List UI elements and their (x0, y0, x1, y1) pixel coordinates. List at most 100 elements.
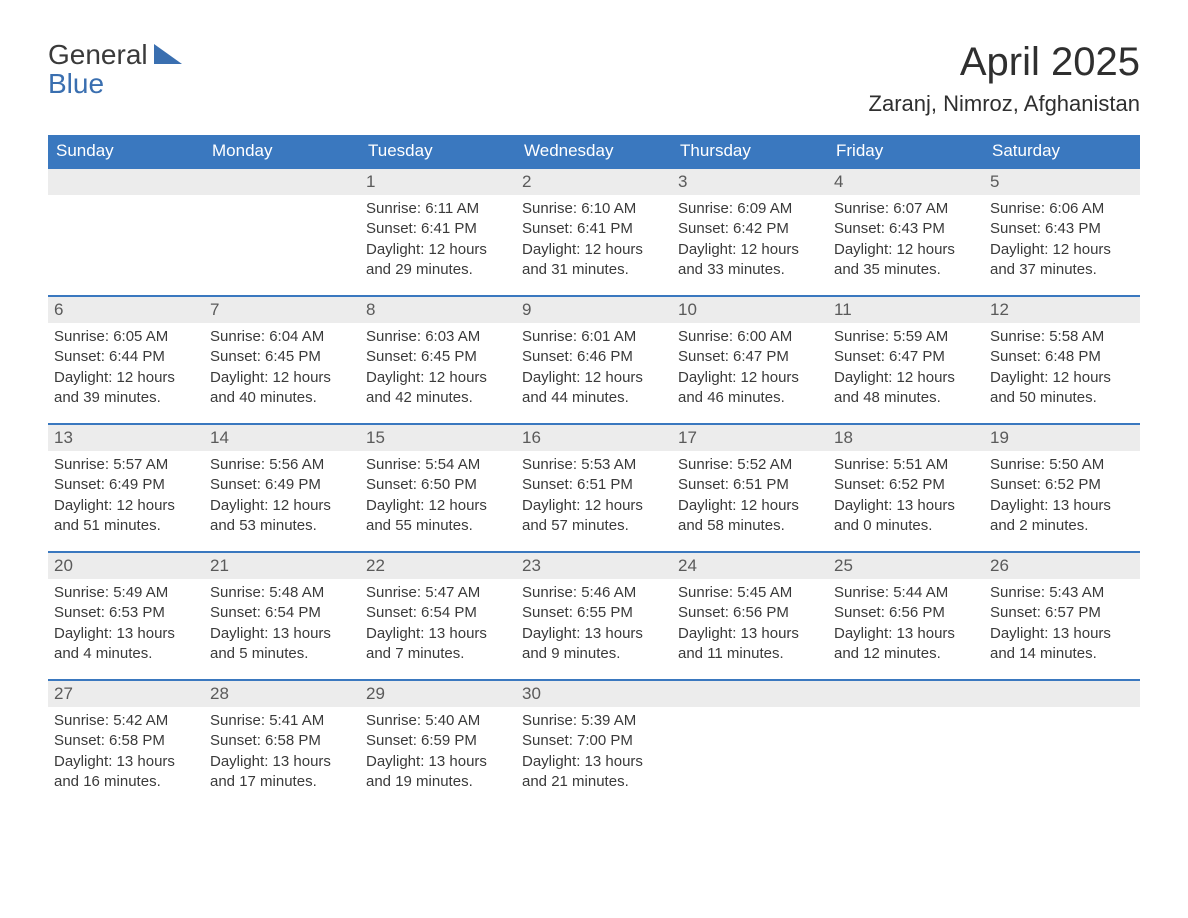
daylight-text: Daylight: 12 hours and 51 minutes. (54, 496, 198, 537)
daylight-text: Daylight: 12 hours and 53 minutes. (210, 496, 354, 537)
sunrise-text: Sunrise: 6:04 AM (210, 327, 354, 347)
day-body: Sunrise: 6:06 AMSunset: 6:43 PMDaylight:… (984, 199, 1140, 280)
day-cell: 10Sunrise: 6:00 AMSunset: 6:47 PMDayligh… (672, 297, 828, 415)
day-cell: 26Sunrise: 5:43 AMSunset: 6:57 PMDayligh… (984, 553, 1140, 671)
sunset-text: Sunset: 6:51 PM (522, 475, 666, 495)
week-row: 6 Sunrise: 6:05 AMSunset: 6:44 PMDaylight… (48, 295, 1140, 415)
daylight-text: Daylight: 12 hours and 39 minutes. (54, 368, 198, 409)
sunset-text: Sunset: 6:54 PM (366, 603, 510, 623)
day-body: Sunrise: 5:54 AMSunset: 6:50 PMDaylight:… (360, 455, 516, 536)
dow-cell: Wednesday (516, 135, 672, 167)
day-number: 13 (48, 425, 204, 451)
sunset-text: Sunset: 6:46 PM (522, 347, 666, 367)
day-number: 26 (984, 553, 1140, 579)
sunrise-text: Sunrise: 5:52 AM (678, 455, 822, 475)
day-body: Sunrise: 5:46 AMSunset: 6:55 PMDaylight:… (516, 583, 672, 664)
sunset-text: Sunset: 6:57 PM (990, 603, 1134, 623)
day-cell: 15 Sunrise: 5:54 AMSunset: 6:50 PMDayligh… (360, 425, 516, 543)
day-number: 6 (48, 297, 204, 323)
daylight-text: Daylight: 13 hours and 19 minutes. (366, 752, 510, 793)
day-number: 9 (516, 297, 672, 323)
day-body: Sunrise: 6:03 AMSunset: 6:45 PMDaylight:… (360, 327, 516, 408)
day-number (204, 169, 360, 195)
sunset-text: Sunset: 6:53 PM (54, 603, 198, 623)
sunrise-text: Sunrise: 5:47 AM (366, 583, 510, 603)
weeks-container: 1Sunrise: 6:11 AMSunset: 6:41 PMDaylight… (48, 167, 1140, 799)
sunrise-text: Sunrise: 5:54 AM (366, 455, 510, 475)
day-body: Sunrise: 5:56 AMSunset: 6:49 PMDaylight:… (204, 455, 360, 536)
sunset-text: Sunset: 6:52 PM (834, 475, 978, 495)
sunset-text: Sunset: 6:51 PM (678, 475, 822, 495)
sunset-text: Sunset: 6:56 PM (834, 603, 978, 623)
sunset-text: Sunset: 6:41 PM (522, 219, 666, 239)
day-body: Sunrise: 6:05 AMSunset: 6:44 PMDaylight:… (48, 327, 204, 408)
day-cell: 17Sunrise: 5:52 AMSunset: 6:51 PMDayligh… (672, 425, 828, 543)
day-body: Sunrise: 5:40 AMSunset: 6:59 PMDaylight:… (360, 711, 516, 792)
daylight-text: Daylight: 13 hours and 16 minutes. (54, 752, 198, 793)
calendar: SundayMondayTuesdayWednesdayThursdayFrid… (48, 135, 1140, 799)
dow-cell: Sunday (48, 135, 204, 167)
sunrise-text: Sunrise: 6:01 AM (522, 327, 666, 347)
day-body: Sunrise: 5:42 AMSunset: 6:58 PMDaylight:… (48, 711, 204, 792)
sunset-text: Sunset: 7:00 PM (522, 731, 666, 751)
day-cell: 8 Sunrise: 6:03 AMSunset: 6:45 PMDaylight… (360, 297, 516, 415)
sunset-text: Sunset: 6:49 PM (210, 475, 354, 495)
brand-word-2: Blue (48, 69, 182, 98)
day-number: 8 (360, 297, 516, 323)
day-number: 10 (672, 297, 828, 323)
daylight-text: Daylight: 12 hours and 46 minutes. (678, 368, 822, 409)
sunrise-text: Sunrise: 5:56 AM (210, 455, 354, 475)
day-number: 27 (48, 681, 204, 707)
sunrise-text: Sunrise: 5:48 AM (210, 583, 354, 603)
day-cell: 13 Sunrise: 5:57 AMSunset: 6:49 PMDayligh… (48, 425, 204, 543)
day-cell (672, 681, 828, 799)
daylight-text: Daylight: 12 hours and 35 minutes. (834, 240, 978, 281)
sunset-text: Sunset: 6:41 PM (366, 219, 510, 239)
sunrise-text: Sunrise: 5:46 AM (522, 583, 666, 603)
day-cell: 16Sunrise: 5:53 AMSunset: 6:51 PMDayligh… (516, 425, 672, 543)
sunrise-text: Sunrise: 5:57 AM (54, 455, 198, 475)
day-cell: 14Sunrise: 5:56 AMSunset: 6:49 PMDayligh… (204, 425, 360, 543)
sunrise-text: Sunrise: 5:44 AM (834, 583, 978, 603)
daylight-text: Daylight: 13 hours and 21 minutes. (522, 752, 666, 793)
sunrise-text: Sunrise: 6:06 AM (990, 199, 1134, 219)
day-number: 16 (516, 425, 672, 451)
daylight-text: Daylight: 12 hours and 44 minutes. (522, 368, 666, 409)
sunset-text: Sunset: 6:49 PM (54, 475, 198, 495)
day-number: 15 (360, 425, 516, 451)
daylight-text: Daylight: 13 hours and 11 minutes. (678, 624, 822, 665)
daylight-text: Daylight: 13 hours and 14 minutes. (990, 624, 1134, 665)
day-body: Sunrise: 5:59 AMSunset: 6:47 PMDaylight:… (828, 327, 984, 408)
sunrise-text: Sunrise: 6:09 AM (678, 199, 822, 219)
daylight-text: Daylight: 13 hours and 12 minutes. (834, 624, 978, 665)
sunrise-text: Sunrise: 5:51 AM (834, 455, 978, 475)
sunrise-text: Sunrise: 6:10 AM (522, 199, 666, 219)
page-title: April 2025 (869, 40, 1140, 85)
sunrise-text: Sunrise: 6:00 AM (678, 327, 822, 347)
day-number: 3 (672, 169, 828, 195)
day-number: 12 (984, 297, 1140, 323)
day-cell: 21Sunrise: 5:48 AMSunset: 6:54 PMDayligh… (204, 553, 360, 671)
day-body: Sunrise: 6:11 AMSunset: 6:41 PMDaylight:… (360, 199, 516, 280)
week-row: 20Sunrise: 5:49 AMSunset: 6:53 PMDayligh… (48, 551, 1140, 671)
sunset-text: Sunset: 6:58 PM (210, 731, 354, 751)
day-number (984, 681, 1140, 707)
dow-cell: Thursday (672, 135, 828, 167)
sunrise-text: Sunrise: 6:11 AM (366, 199, 510, 219)
day-cell: 18Sunrise: 5:51 AMSunset: 6:52 PMDayligh… (828, 425, 984, 543)
day-cell: 4Sunrise: 6:07 AMSunset: 6:43 PMDaylight… (828, 169, 984, 287)
day-cell: 20Sunrise: 5:49 AMSunset: 6:53 PMDayligh… (48, 553, 204, 671)
day-number: 7 (204, 297, 360, 323)
day-number (828, 681, 984, 707)
day-body: Sunrise: 5:50 AMSunset: 6:52 PMDaylight:… (984, 455, 1140, 536)
day-cell (828, 681, 984, 799)
day-number: 23 (516, 553, 672, 579)
title-block: April 2025 Zaranj, Nimroz, Afghanistan (869, 40, 1140, 117)
daylight-text: Daylight: 12 hours and 42 minutes. (366, 368, 510, 409)
sunrise-text: Sunrise: 5:50 AM (990, 455, 1134, 475)
sunset-text: Sunset: 6:50 PM (366, 475, 510, 495)
sunrise-text: Sunrise: 6:05 AM (54, 327, 198, 347)
day-cell (48, 169, 204, 287)
brand-triangle-icon (154, 44, 182, 64)
sunset-text: Sunset: 6:54 PM (210, 603, 354, 623)
